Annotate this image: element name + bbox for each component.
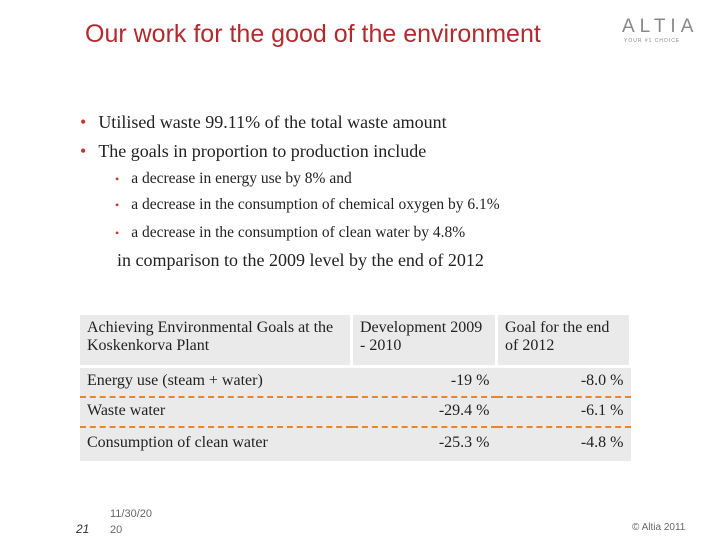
cell: Waste water [80,397,352,428]
note: in comparison to the 2009 level by the e… [117,250,484,270]
date: 11/30/20 20 [110,508,153,536]
sub-bullet: a decrease in the consumption of chemica… [115,196,499,214]
sub-bullet: a decrease in energy use by 8% and [115,170,352,188]
cell: -19 % [351,366,497,398]
cell: Energy use (steam + water) [80,366,352,398]
header-cell: Achieving Environmental Goals at the Kos… [80,315,353,368]
cell: -25.3 % [351,427,497,461]
logo: ALTIA [622,16,699,37]
copyright: © Altia 2011 [632,522,686,533]
header-cell: Goal for the end of 2012 [496,315,632,368]
cell: -4.8 % [496,427,631,461]
cell: Consumption of clean water [80,427,352,461]
cell: -6.1 % [496,397,631,428]
bullet: Utilised waste 99.11% of the total waste… [80,112,446,133]
bullet: The goals in proportion to production in… [80,141,426,162]
table: Achieving Environmental Goals at the Kos… [80,315,632,461]
page-number: 21 [76,522,90,536]
cell: -29.4 % [351,397,497,428]
tagline: YOUR #1 CHOICE [624,38,681,44]
sub-bullet: a decrease in the consumption of clean w… [115,224,465,242]
title: Our work for the good of the environment [85,20,541,48]
header-cell: Development 2009 - 2010 [351,315,498,368]
cell: -8.0 % [496,366,631,398]
